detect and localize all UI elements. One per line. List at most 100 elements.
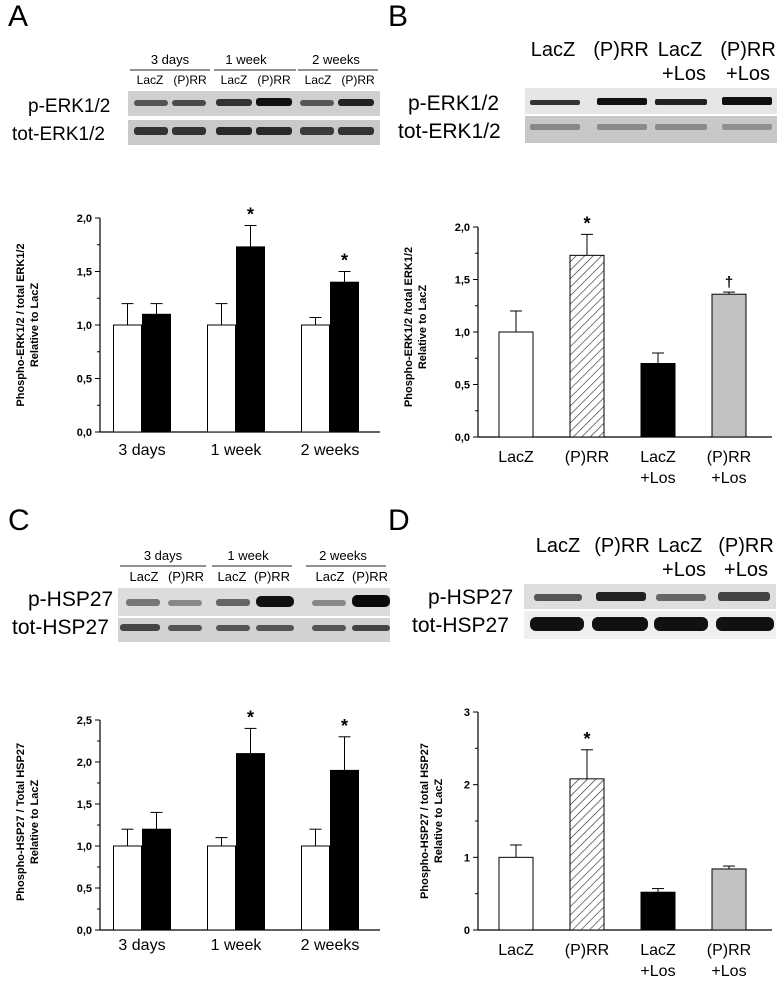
y-axis-label: Phospho-ERK1/2 /total ERK1/2 Relative to … (403, 247, 429, 407)
blot-a-lane-3: LacZ (221, 73, 248, 87)
blot-d-lane-3: LacZ +Los (658, 535, 706, 581)
x-tick-label: (P)RR +Los (707, 942, 751, 980)
blot-a-lane-2: (P)RR (173, 73, 207, 87)
blot-a-lane-6: (P)RR (341, 73, 375, 87)
bar (711, 293, 747, 438)
bar (236, 246, 265, 433)
blot-a-row-2-label: tot-ERK1/2 (12, 124, 105, 145)
blot-c-row-2-label: tot-HSP27 (12, 616, 109, 639)
x-tick-label: LacZ (498, 942, 534, 959)
bar (498, 856, 534, 931)
blot-c-lane-1: LacZ (130, 569, 159, 584)
blot-c-group-2: 1 week (227, 548, 269, 563)
y-tick-label: 0,5 (77, 883, 92, 895)
blot-a-group-2: 1 week (225, 52, 267, 67)
blot-c-group-1: 3 days (144, 548, 183, 563)
x-tick-label: LacZ +Los (640, 942, 676, 980)
bar (113, 324, 142, 433)
blot-d-row-2-label: tot-HSP27 (412, 614, 509, 637)
y-tick-label: 1,0 (455, 327, 470, 339)
y-tick-label: 1,0 (77, 320, 92, 332)
blot-a-bands (134, 98, 374, 135)
blot-a-group-1: 3 days (151, 52, 190, 67)
blot-b-lane-2: (P)RR (593, 39, 649, 61)
bar (301, 845, 330, 931)
significance-marker: * (583, 213, 590, 233)
blot-a: 3 days 1 week 2 weeks LacZ (P)RR LacZ (P… (12, 52, 380, 145)
bar (113, 845, 142, 931)
y-tick-label: 0,5 (77, 374, 92, 386)
bar (207, 845, 236, 931)
blot-b-row-1-label: p-ERK1/2 (408, 92, 499, 115)
y-tick-label: 1,0 (77, 841, 92, 853)
panel-letter-b: B (388, 0, 408, 33)
panel-letter-c: C (8, 504, 30, 537)
chart-b: 0,0 0,5 1,0 1,5 2,0 Phospho-ERK1/2 /total ERK… (403, 213, 772, 487)
blot-d-lane-4: (P)RR +Los (718, 535, 774, 581)
y-tick-label: 2,0 (77, 213, 92, 225)
blot-c-lane-4: (P)RR (254, 569, 290, 584)
blot-a-row-1-label: p-ERK1/2 (28, 96, 110, 117)
x-tick-label: (P)RR (565, 449, 609, 466)
x-tick-label: 1 week (211, 937, 263, 954)
y-tick-label: 2 (464, 780, 470, 792)
y-tick-label: 1,5 (77, 799, 92, 811)
panel-letter-a: A (8, 0, 28, 33)
bar (498, 331, 534, 438)
blot-c-lane-2: (P)RR (168, 569, 204, 584)
bar (142, 828, 171, 931)
bar (330, 281, 359, 433)
blot-b-lane-3: LacZ +Los (658, 39, 706, 85)
y-tick-label: 2,5 (77, 715, 92, 727)
y-axis-label: Phospho-HSP27 / total HSP27 Relative to L… (419, 743, 445, 899)
blot-a-lane-5: LacZ (305, 73, 332, 87)
bar (330, 769, 359, 931)
y-tick-label: 0,0 (455, 432, 470, 444)
blot-b-lane-1: LacZ (531, 39, 575, 61)
x-tick-label: 3 days (118, 937, 165, 954)
y-tick-label: 0 (464, 925, 470, 937)
x-tick-label: (P)RR (565, 942, 609, 959)
bar (207, 324, 236, 433)
bar (569, 254, 605, 438)
blot-c-lane-6: (P)RR (352, 569, 388, 584)
chart-d: 0 1 2 3 Phospho-HSP27 / total HSP27 Relative … (419, 707, 772, 980)
significance-marker: * (341, 716, 348, 736)
x-tick-label: (P)RR +Los (707, 449, 751, 487)
x-tick-label: 1 week (211, 442, 263, 459)
blot-c-lane-5: LacZ (316, 569, 345, 584)
bar (236, 753, 265, 931)
y-tick-label: 0,0 (77, 427, 92, 439)
blot-a-lane-1: LacZ (137, 73, 164, 87)
panel-letter-d: D (388, 504, 410, 537)
blot-c-row-1-label: p-HSP27 (28, 588, 113, 611)
x-tick-label: LacZ +Los (640, 449, 676, 487)
significance-marker: * (247, 707, 254, 727)
y-tick-label: 2,0 (455, 222, 470, 234)
y-tick-label: 0,0 (77, 925, 92, 937)
y-axis-label: Phospho-HSP27 / Total HSP27 Relative to L… (15, 743, 41, 901)
bar (142, 313, 171, 433)
significance-marker: † (725, 274, 733, 291)
significance-marker: * (341, 251, 348, 271)
blot-d-lane-2: (P)RR (594, 535, 650, 557)
y-axis-label: Phospho-ERK1/2 / total ERK1/2 Relative to… (15, 243, 41, 406)
x-tick-label: 3 days (118, 442, 165, 459)
x-tick-label: 2 weeks (301, 937, 360, 954)
blot-b: LacZ (P)RR LacZ +Los (P)RR +Los p-ERK1/2 t… (398, 39, 777, 143)
bar (711, 868, 747, 931)
significance-marker: * (247, 204, 254, 224)
blot-b-row-2-label: tot-ERK1/2 (398, 120, 501, 143)
blot-d: LacZ (P)RR LacZ +Los (P)RR +Los p-HSP27 to… (412, 535, 776, 639)
y-tick-label: 0,5 (455, 380, 470, 392)
blot-c-group-3: 2 weeks (319, 548, 367, 563)
blot-a-group-3: 2 weeks (312, 52, 360, 67)
blot-c-lane-3: LacZ (218, 569, 247, 584)
chart-a: 0,0 0,5 1,0 1,5 2,0 Phospho-ERK1/2 / total ER… (15, 204, 380, 459)
blot-b-lane-4: (P)RR +Los (720, 39, 776, 85)
bar (301, 324, 330, 433)
x-tick-label: 2 weeks (301, 442, 360, 459)
bar (640, 363, 676, 438)
y-tick-label: 3 (464, 707, 470, 719)
